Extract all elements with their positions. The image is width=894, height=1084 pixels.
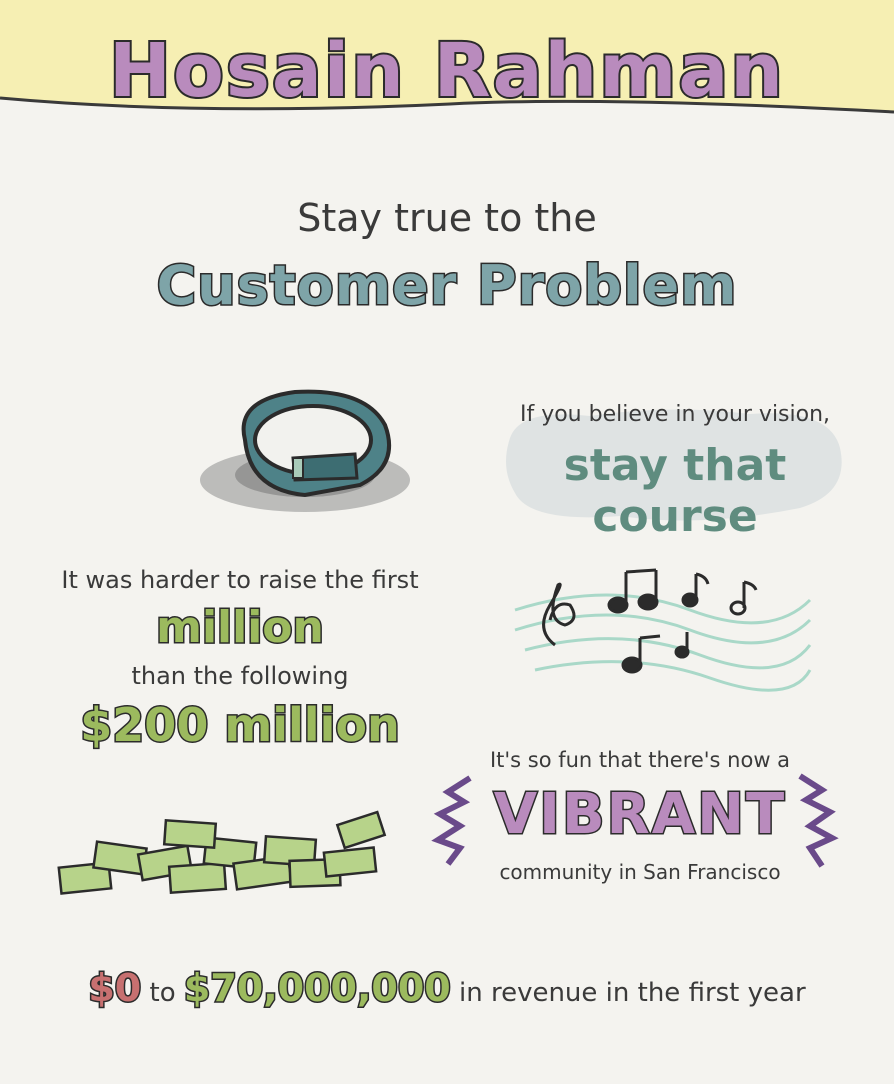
raise-quote-line2: million: [155, 601, 326, 655]
header-band: [0, 0, 894, 114]
community-quote-line3: community in San Francisco: [499, 860, 781, 884]
wristband-icon: [200, 389, 410, 512]
customer-quote-line2: Customer Problem: [155, 253, 738, 319]
revenue-to-word: to: [149, 978, 176, 1008]
community-quote-line2: VIBRANT: [492, 781, 787, 849]
community-quote-line1: It's so fun that there's now a: [489, 748, 791, 772]
vision-quote-line1: If you believe in your vision,: [519, 402, 831, 427]
vibrant-zigzag-frame: [431, 773, 839, 868]
vision-quote-line2: stay that course: [563, 440, 787, 542]
raise-quote-line3: than the following: [131, 662, 349, 690]
raise-quote-line4: $200 million: [79, 697, 401, 754]
revenue-amount: $70,000,000: [182, 965, 452, 1012]
raise-quote-line1: It was harder to raise the first: [61, 566, 419, 594]
vision-cloud: [506, 409, 842, 521]
revenue-from: $0: [87, 965, 143, 1012]
revenue-suffix: in revenue in the first year: [458, 978, 806, 1008]
music-notes-icon: [514, 568, 812, 692]
page-title: Hosain Rahman: [107, 26, 785, 116]
customer-quote-line1: Stay true to the: [297, 196, 597, 240]
revenue-line: $0 to $70,000,000 in revenue in the firs…: [0, 965, 894, 1012]
money-pile-icon: [57, 810, 387, 895]
